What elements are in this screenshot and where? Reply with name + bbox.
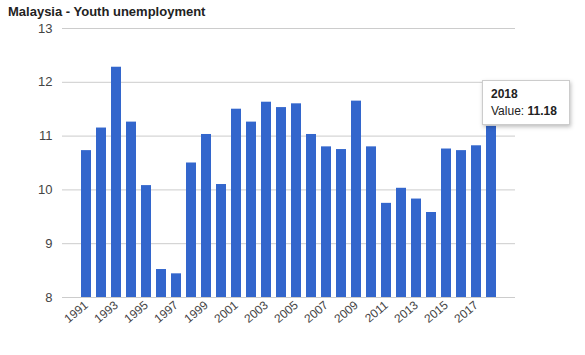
svg-text:1991: 1991 (61, 298, 91, 326)
svg-text:8: 8 (45, 290, 52, 305)
html-text:Value: 11.18: Value: 11.18 (491, 104, 557, 118)
svg-text:11: 11 (39, 128, 53, 143)
svg-text:2001: 2001 (211, 298, 241, 326)
svg-text:2007: 2007 (301, 298, 331, 326)
svg-text:1993: 1993 (91, 298, 121, 326)
svg-text:2013: 2013 (391, 298, 421, 326)
svg-text:13: 13 (38, 21, 52, 36)
html-text:2018: 2018 (491, 87, 518, 101)
svg-text:2009: 2009 (331, 298, 361, 326)
html-text:Malaysia - Youth unemployment: Malaysia - Youth unemployment (8, 4, 206, 19)
svg-text:2005: 2005 (271, 298, 301, 326)
svg-text:1995: 1995 (121, 298, 151, 326)
svg-text:1999: 1999 (181, 298, 211, 326)
svg-text:9: 9 (45, 236, 52, 251)
svg-text:12: 12 (38, 74, 52, 89)
svg-text:2017: 2017 (451, 298, 481, 326)
svg-text:10: 10 (38, 182, 52, 197)
svg-text:2003: 2003 (241, 298, 271, 326)
svg-text:2011: 2011 (362, 298, 391, 326)
svg-text:2015: 2015 (421, 298, 451, 326)
svg-text:1997: 1997 (151, 298, 181, 326)
